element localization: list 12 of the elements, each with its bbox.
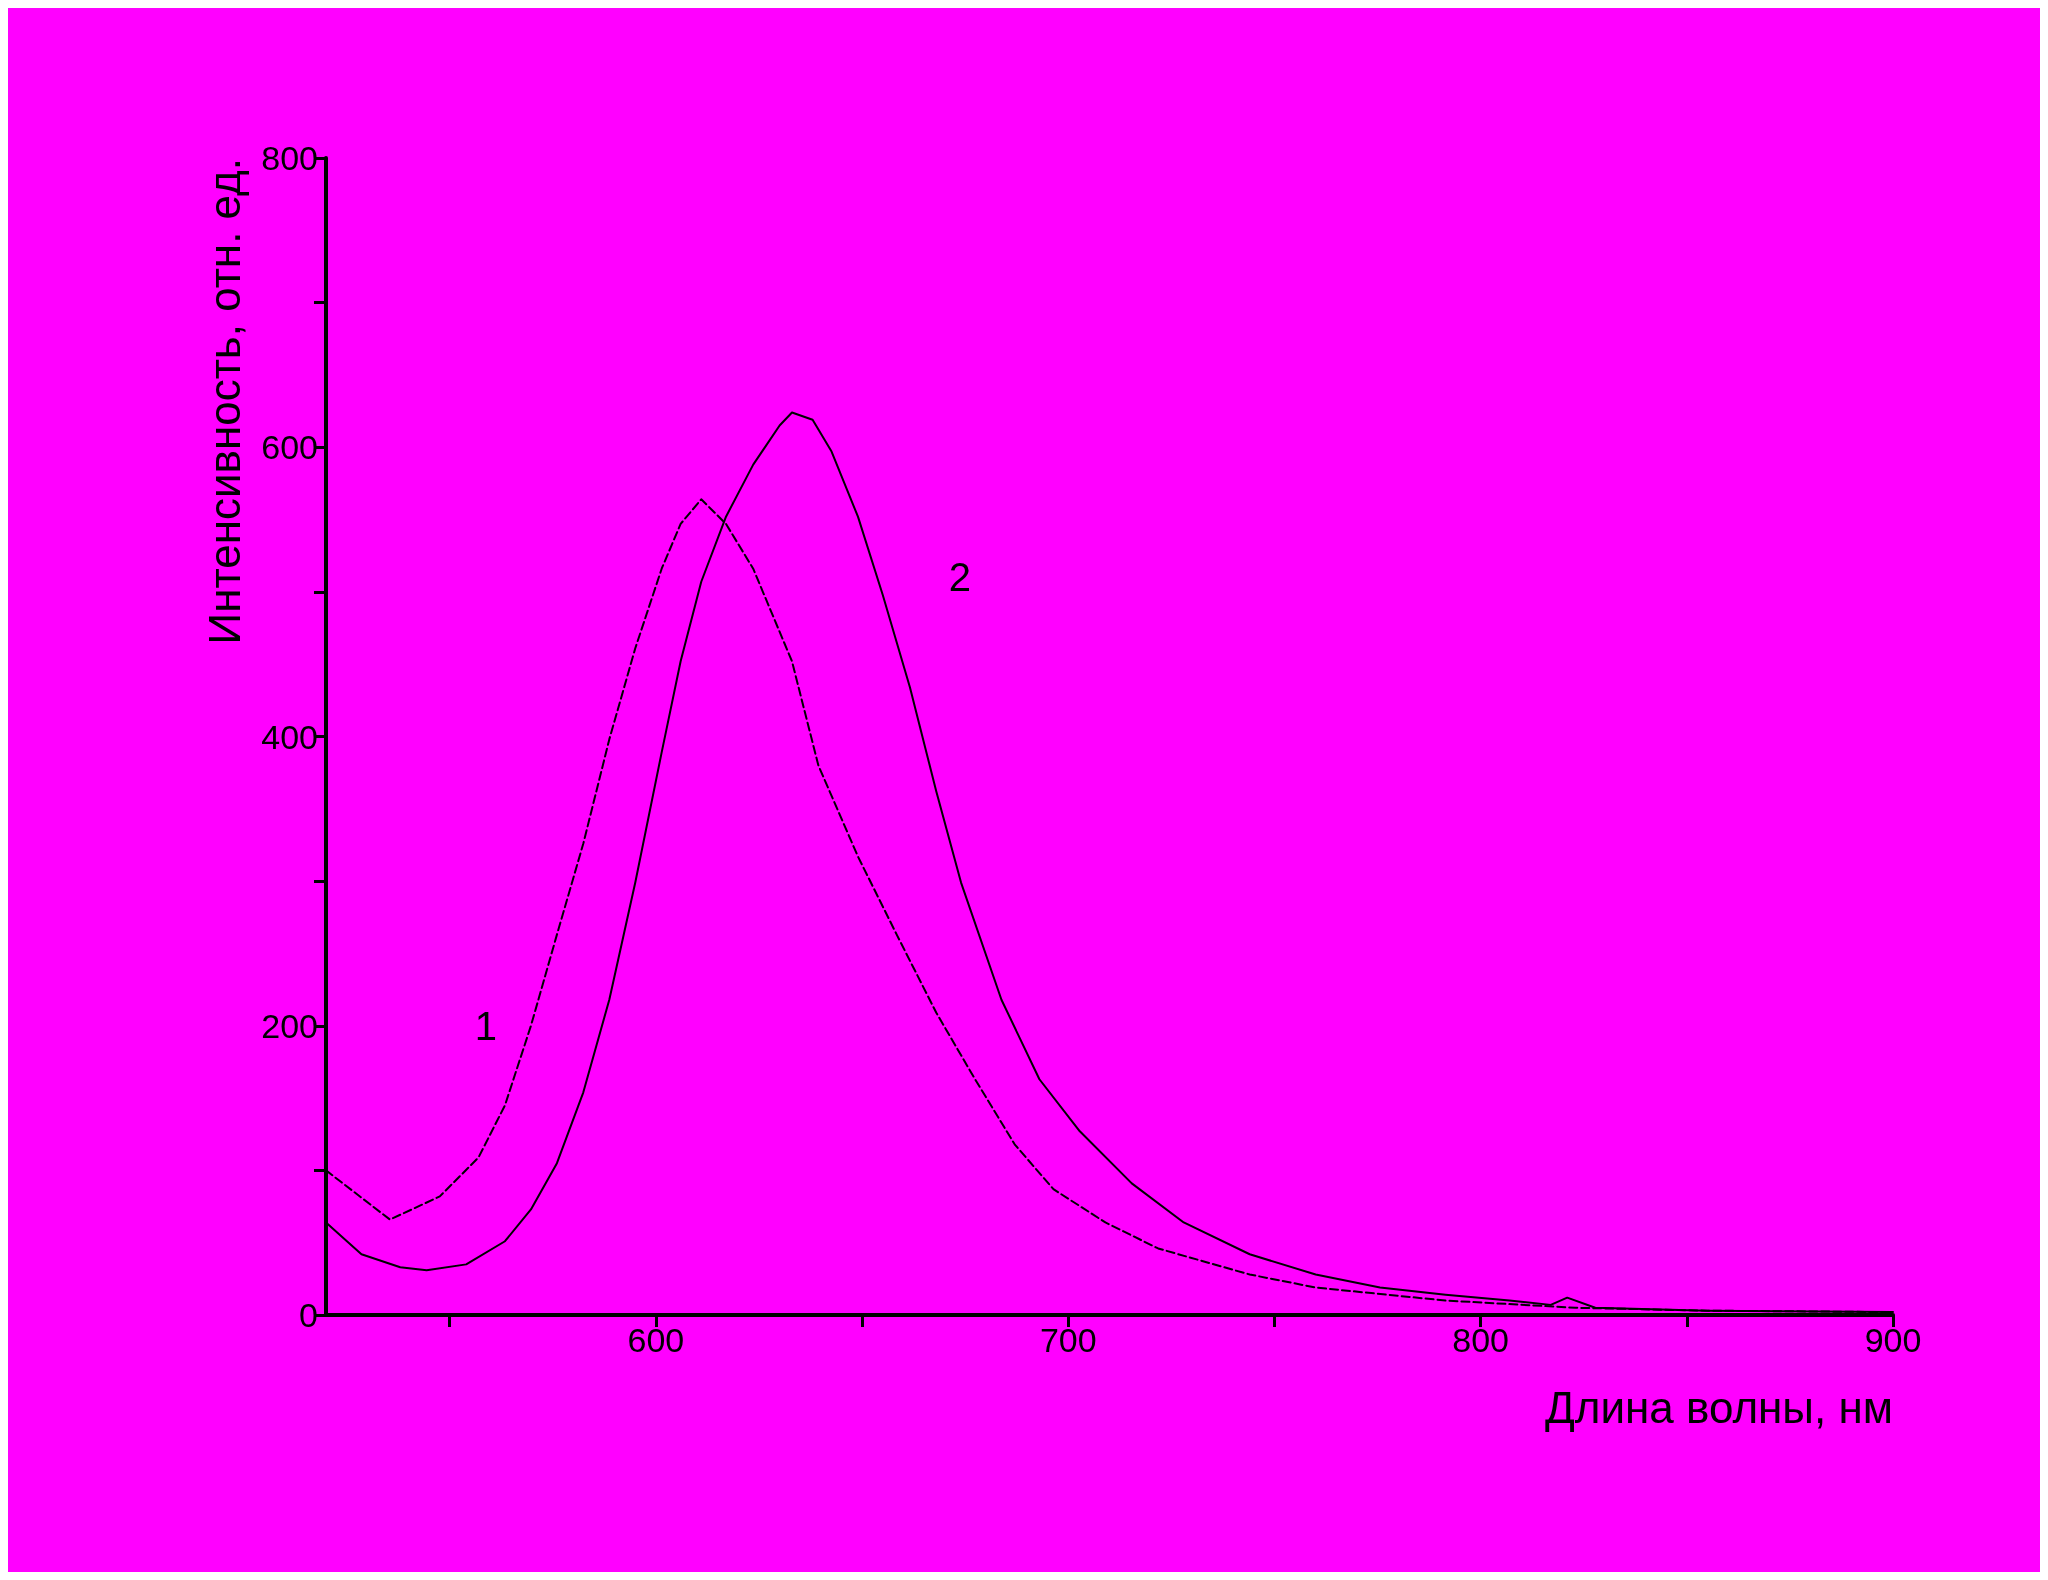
y-tick-label: 400 xyxy=(261,717,318,756)
x-axis-title: Длина волны, нм xyxy=(1544,1382,1893,1432)
y-tick-label: 600 xyxy=(261,428,318,467)
y-tick-label: 800 xyxy=(261,139,318,177)
x-tick-label: 800 xyxy=(1452,1321,1509,1359)
x-tick-label: 600 xyxy=(627,1321,685,1359)
y-axis-title: Интенсивность, отн. ед. xyxy=(199,158,249,645)
series-label: 2 xyxy=(948,555,972,600)
x-tick-label: 900 xyxy=(1864,1321,1922,1359)
series-label: 1 xyxy=(474,1003,498,1048)
x-tick-label: 700 xyxy=(1039,1321,1097,1359)
y-tick-label: 200 xyxy=(261,1006,318,1045)
